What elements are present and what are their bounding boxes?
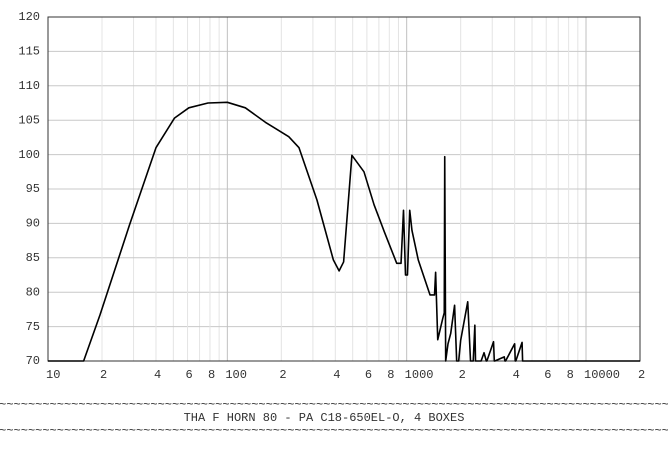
- x-tick-label: 6: [544, 368, 551, 382]
- y-tick-label: 90: [26, 217, 40, 231]
- x-tick-label: 2: [279, 368, 286, 382]
- x-tick-label: 4: [154, 368, 161, 382]
- plot-frame: [47, 16, 641, 362]
- x-tick-label: 10000: [584, 368, 620, 382]
- x-tick-label: 100: [225, 368, 247, 382]
- y-tick-label: 85: [26, 251, 40, 265]
- x-tick-label: 6: [365, 368, 372, 382]
- x-tick-label: 2: [459, 368, 466, 382]
- y-tick-label: 105: [18, 113, 40, 127]
- y-tick-label: 75: [26, 320, 40, 334]
- y-tick-label: 70: [26, 354, 40, 368]
- x-tick-label: 8: [208, 368, 215, 382]
- x-tick-label: 2: [100, 368, 107, 382]
- y-tick-label: 110: [18, 79, 40, 93]
- x-tick-label: 2: [638, 368, 645, 382]
- y-tick-label: 80: [26, 285, 40, 299]
- x-tick-label: 8: [387, 368, 394, 382]
- x-tick-label: 4: [333, 368, 340, 382]
- response-line: [48, 101, 640, 362]
- divider: ~~~~~~~~~~~~~~~~~~~~~~~~~~~~~~~~~~~~~~~~…: [0, 398, 668, 412]
- y-tick-label: 100: [18, 148, 40, 162]
- y-tick-label: 115: [18, 45, 40, 59]
- x-tick-label: 10: [46, 368, 60, 382]
- x-tick-label: 8: [567, 368, 574, 382]
- x-tick-label: 1000: [405, 368, 434, 382]
- y-tick-label: 95: [26, 182, 40, 196]
- x-tick-label: 6: [186, 368, 193, 382]
- x-tick-label: 4: [513, 368, 520, 382]
- divider: ~~~~~~~~~~~~~~~~~~~~~~~~~~~~~~~~~~~~~~~~…: [0, 424, 668, 438]
- y-tick-label: 120: [18, 10, 40, 24]
- chart-title: THA F HORN 80 - PA C18-650EL-O, 4 BOXES: [184, 411, 465, 425]
